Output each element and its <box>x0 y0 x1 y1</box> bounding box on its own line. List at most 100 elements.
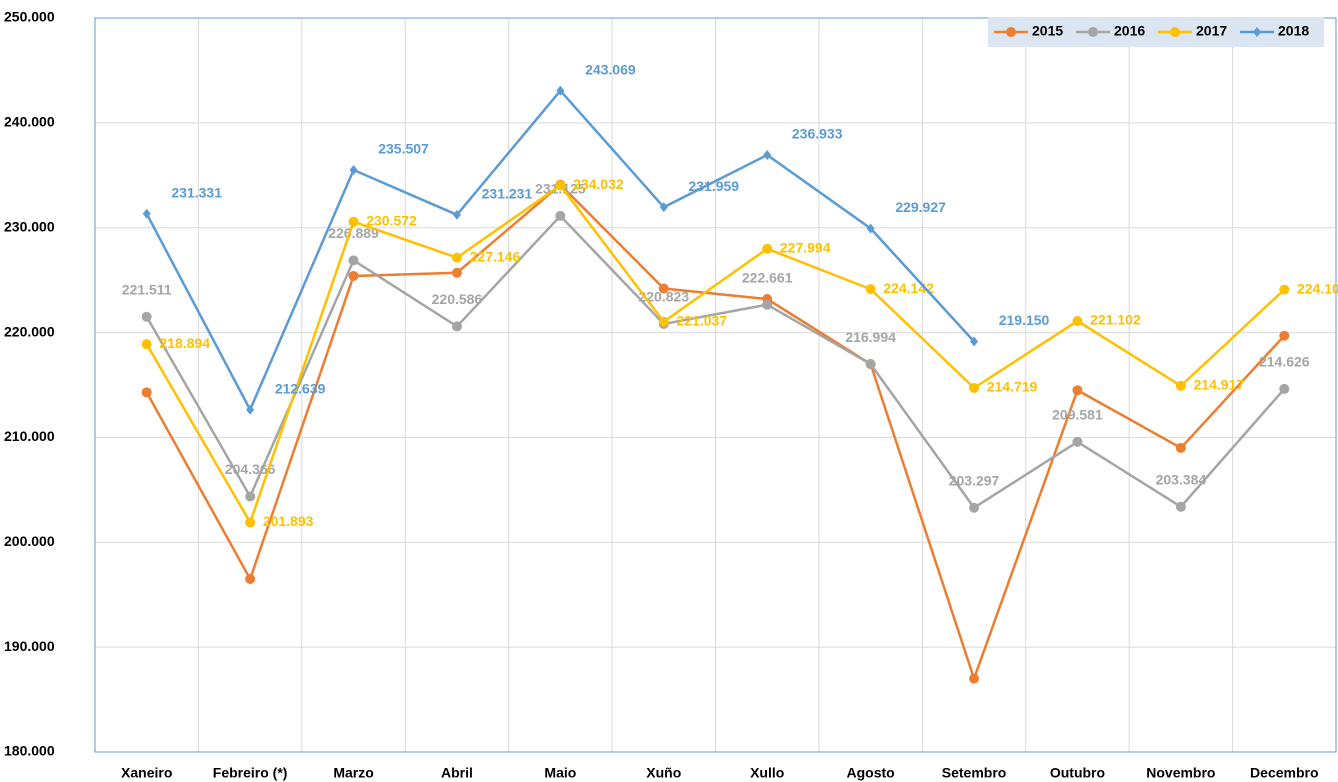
marker <box>762 299 773 310</box>
marker <box>658 283 669 294</box>
marker <box>865 359 876 370</box>
series-line <box>145 183 1286 683</box>
marker <box>141 387 152 398</box>
x-tick-label: Xaneiro <box>121 765 172 781</box>
series-line <box>145 183 1286 526</box>
data-label: 218.894 <box>159 335 210 351</box>
y-tick-label: 180.000 <box>4 743 55 759</box>
marker <box>1072 385 1083 396</box>
data-label: 214.719 <box>987 379 1038 395</box>
marker <box>1072 436 1083 447</box>
marker <box>969 382 980 393</box>
marker <box>969 673 980 684</box>
marker <box>142 208 151 219</box>
data-label: 209.581 <box>1052 407 1103 423</box>
data-label: 234.032 <box>573 176 624 192</box>
x-tick-label: Xuño <box>646 765 681 781</box>
marker <box>659 202 668 213</box>
marker <box>141 339 152 350</box>
y-tick-label: 230.000 <box>4 218 55 234</box>
data-label: 222.661 <box>742 269 793 285</box>
marker <box>1175 380 1186 391</box>
data-label: 221.102 <box>1090 312 1141 328</box>
marker <box>658 316 669 327</box>
marker <box>245 491 256 502</box>
data-label: 231.231 <box>482 186 533 202</box>
marker <box>1072 316 1083 327</box>
marker <box>245 573 256 584</box>
y-tick-label: 250.000 <box>4 9 55 25</box>
y-tick-label: 220.000 <box>4 323 55 339</box>
legend-label: 2018 <box>1278 23 1309 39</box>
data-label: 203.297 <box>949 472 1000 488</box>
series-line <box>145 88 975 413</box>
marker <box>246 404 255 415</box>
x-tick-label: Novembro <box>1146 765 1215 781</box>
marker <box>555 210 566 221</box>
legend: 2015 2016 2017 2018 <box>988 17 1324 47</box>
marker <box>969 502 980 513</box>
legend-label: 2016 <box>1114 23 1145 39</box>
marker <box>1175 501 1186 512</box>
legend-marker <box>1253 27 1261 37</box>
x-tick-label: Febreiro (*) <box>213 765 288 781</box>
y-tick-label: 240.000 <box>4 114 55 130</box>
data-label: 236.933 <box>792 126 843 142</box>
data-label: 201.893 <box>263 513 314 529</box>
marker <box>245 517 256 528</box>
marker <box>348 270 359 281</box>
data-label: 220.586 <box>432 291 483 307</box>
marker <box>141 311 152 322</box>
data-label: 226.889 <box>328 225 379 241</box>
data-label: 224.100 <box>1297 280 1338 296</box>
marker <box>555 180 566 191</box>
marker <box>451 321 462 332</box>
data-label: 204.366 <box>225 461 276 477</box>
x-tick-label: Marzo <box>333 765 373 781</box>
y-tick-label: 210.000 <box>4 428 55 444</box>
marker <box>1175 442 1186 453</box>
y-tick-label: 190.000 <box>4 638 55 654</box>
legend-marker <box>1006 27 1016 37</box>
marker <box>349 164 358 175</box>
marker <box>348 216 359 227</box>
x-tick-label: Outubro <box>1050 765 1105 781</box>
data-label: 221.511 <box>122 281 172 297</box>
marker <box>451 267 462 278</box>
plot-border <box>94 17 1337 753</box>
x-tick-label: Decembro <box>1250 765 1318 781</box>
data-label: 243.069 <box>585 61 636 77</box>
marker <box>763 150 772 161</box>
marker <box>1279 330 1290 341</box>
marker <box>348 255 359 266</box>
legend-marker <box>1170 27 1180 37</box>
legend-label: 2015 <box>1032 23 1063 39</box>
marker <box>1279 383 1290 394</box>
marker <box>451 252 462 263</box>
marker <box>556 85 565 96</box>
data-label: 212.639 <box>275 380 326 396</box>
data-label: 221.037 <box>676 312 727 328</box>
data-label: 229.927 <box>895 199 946 215</box>
marker <box>970 336 979 347</box>
marker <box>452 209 461 220</box>
x-tick-label: Agosto <box>847 765 895 781</box>
data-label: 203.384 <box>1156 472 1207 488</box>
data-label: 231.331 <box>171 184 222 200</box>
x-tick-label: Setembro <box>942 765 1007 781</box>
x-tick-label: Maio <box>544 765 576 781</box>
data-label: 220.823 <box>638 289 689 305</box>
marker <box>866 223 875 234</box>
marker <box>762 243 773 254</box>
legend-marker <box>1088 27 1098 37</box>
marker <box>865 284 876 295</box>
data-label: 231.959 <box>688 178 739 194</box>
data-label: 214.626 <box>1259 354 1310 370</box>
x-tick-label: Xullo <box>750 765 784 781</box>
data-label: 235.507 <box>378 141 429 157</box>
legend-label: 2017 <box>1196 23 1227 39</box>
series-line <box>145 214 1286 510</box>
data-label: 230.572 <box>366 212 417 228</box>
data-label: 227.994 <box>780 239 831 255</box>
